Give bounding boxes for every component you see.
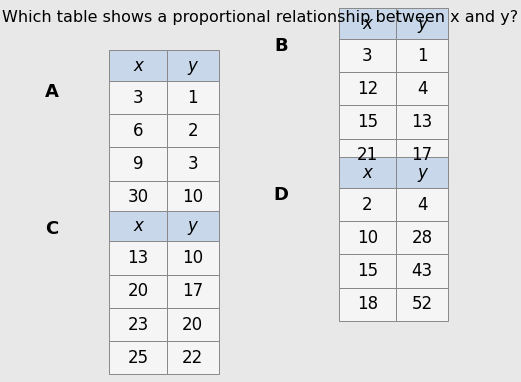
FancyBboxPatch shape [396, 72, 448, 105]
FancyBboxPatch shape [109, 50, 167, 81]
Text: x: x [363, 15, 372, 33]
FancyBboxPatch shape [339, 221, 396, 254]
Text: D: D [274, 186, 289, 204]
Text: B: B [275, 37, 288, 55]
FancyBboxPatch shape [339, 39, 396, 72]
Text: 2: 2 [188, 122, 198, 140]
Text: 3: 3 [188, 155, 198, 173]
Text: y: y [188, 217, 197, 235]
Text: 12: 12 [357, 80, 378, 98]
Text: 4: 4 [417, 80, 427, 98]
Text: 15: 15 [357, 113, 378, 131]
Text: 52: 52 [412, 295, 432, 313]
Text: 10: 10 [357, 229, 378, 247]
FancyBboxPatch shape [109, 114, 167, 147]
FancyBboxPatch shape [109, 308, 167, 341]
FancyBboxPatch shape [109, 211, 167, 241]
FancyBboxPatch shape [396, 157, 448, 188]
FancyBboxPatch shape [167, 181, 219, 214]
FancyBboxPatch shape [396, 105, 448, 139]
FancyBboxPatch shape [167, 241, 219, 275]
FancyBboxPatch shape [109, 241, 167, 275]
Text: 6: 6 [133, 122, 143, 140]
FancyBboxPatch shape [396, 139, 448, 172]
Text: 18: 18 [357, 295, 378, 313]
FancyBboxPatch shape [396, 288, 448, 321]
Text: 21: 21 [357, 146, 378, 164]
Text: 1: 1 [417, 47, 427, 65]
FancyBboxPatch shape [167, 81, 219, 114]
FancyBboxPatch shape [109, 81, 167, 114]
FancyBboxPatch shape [167, 308, 219, 341]
FancyBboxPatch shape [339, 8, 396, 39]
FancyBboxPatch shape [339, 188, 396, 221]
Text: 20: 20 [128, 282, 148, 300]
Text: 23: 23 [128, 316, 148, 333]
Text: 25: 25 [128, 349, 148, 367]
Text: 22: 22 [182, 349, 203, 367]
FancyBboxPatch shape [167, 114, 219, 147]
Text: 13: 13 [412, 113, 432, 131]
Text: 28: 28 [412, 229, 432, 247]
Text: 17: 17 [412, 146, 432, 164]
FancyBboxPatch shape [396, 188, 448, 221]
FancyBboxPatch shape [167, 341, 219, 374]
FancyBboxPatch shape [339, 105, 396, 139]
Text: y: y [188, 57, 197, 75]
Text: 9: 9 [133, 155, 143, 173]
Text: 13: 13 [128, 249, 148, 267]
FancyBboxPatch shape [167, 50, 219, 81]
Text: x: x [133, 57, 143, 75]
FancyBboxPatch shape [396, 254, 448, 288]
Text: 15: 15 [357, 262, 378, 280]
FancyBboxPatch shape [339, 254, 396, 288]
Text: C: C [45, 220, 59, 238]
Text: x: x [133, 217, 143, 235]
Text: 17: 17 [182, 282, 203, 300]
Text: 3: 3 [362, 47, 373, 65]
Text: 4: 4 [417, 196, 427, 214]
FancyBboxPatch shape [167, 275, 219, 308]
Text: 30: 30 [128, 188, 148, 206]
Text: 10: 10 [182, 188, 203, 206]
FancyBboxPatch shape [396, 39, 448, 72]
Text: 10: 10 [182, 249, 203, 267]
FancyBboxPatch shape [109, 181, 167, 214]
Text: Which table shows a proportional relationship between x and y?: Which table shows a proportional relatio… [3, 10, 518, 24]
FancyBboxPatch shape [109, 341, 167, 374]
Text: 2: 2 [362, 196, 373, 214]
FancyBboxPatch shape [339, 157, 396, 188]
Text: A: A [45, 83, 59, 101]
Text: x: x [363, 163, 372, 182]
Text: y: y [417, 15, 427, 33]
FancyBboxPatch shape [109, 147, 167, 181]
FancyBboxPatch shape [396, 221, 448, 254]
Text: 43: 43 [412, 262, 432, 280]
FancyBboxPatch shape [109, 275, 167, 308]
FancyBboxPatch shape [396, 8, 448, 39]
Text: 3: 3 [133, 89, 143, 107]
Text: 20: 20 [182, 316, 203, 333]
Text: 1: 1 [188, 89, 198, 107]
Text: y: y [417, 163, 427, 182]
FancyBboxPatch shape [339, 72, 396, 105]
FancyBboxPatch shape [339, 139, 396, 172]
FancyBboxPatch shape [167, 147, 219, 181]
FancyBboxPatch shape [339, 288, 396, 321]
FancyBboxPatch shape [167, 211, 219, 241]
